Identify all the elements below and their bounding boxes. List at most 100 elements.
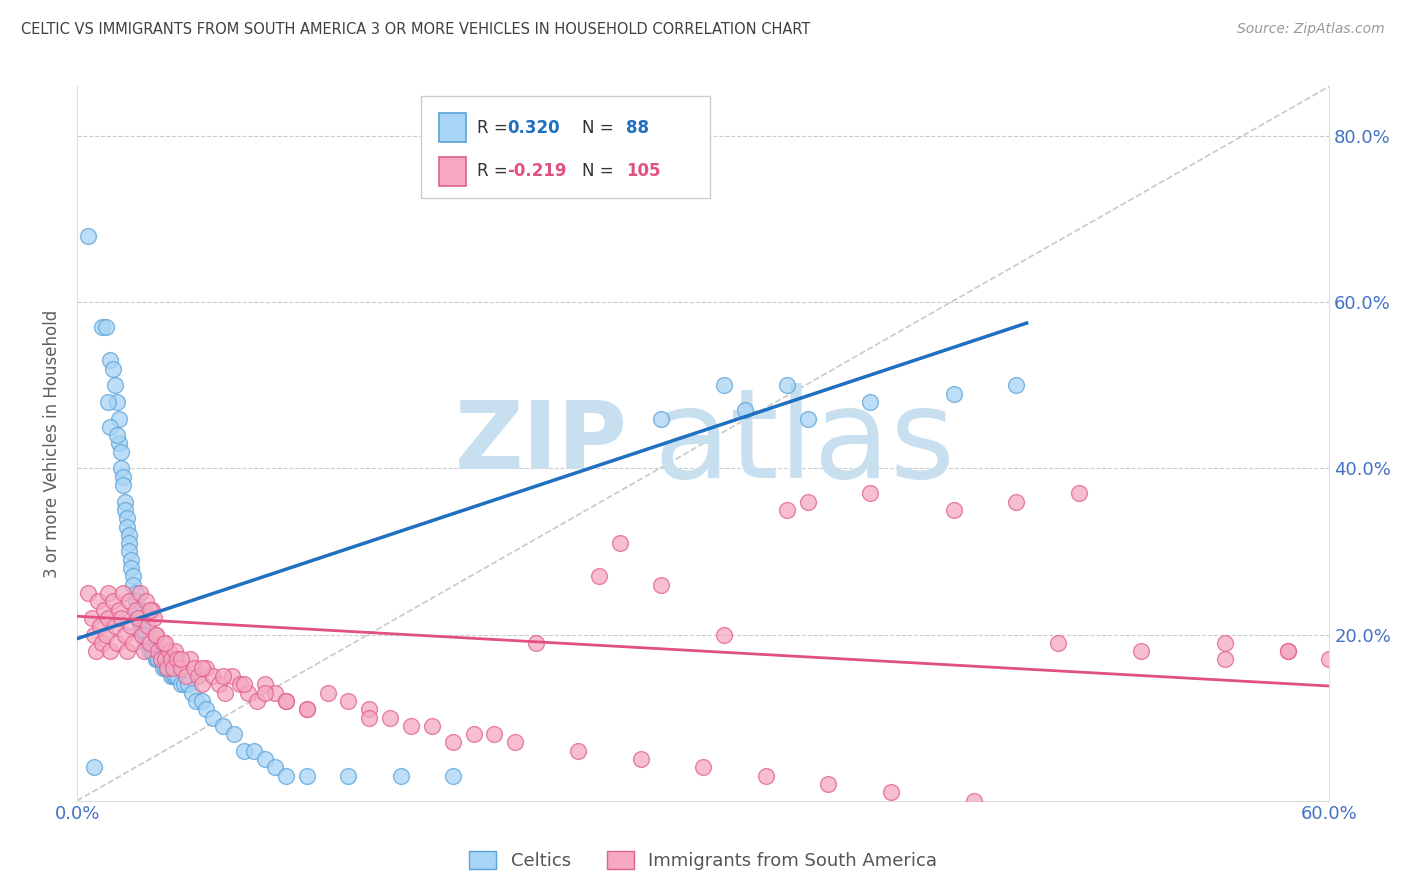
Point [796, 494, 818, 508]
Point [183, 661, 205, 675]
Point [755, 769, 778, 783]
Point [253, 677, 276, 691]
Point [145, 627, 167, 641]
Point [118, 594, 141, 608]
Point [114, 494, 136, 508]
Point [84, 644, 107, 658]
Point [157, 644, 180, 658]
Point [105, 395, 128, 409]
Point [233, 744, 256, 758]
Text: Source: ZipAtlas.com: Source: ZipAtlas.com [1237, 22, 1385, 37]
Point [463, 727, 485, 741]
Point [1005, 494, 1028, 508]
Point [80, 611, 103, 625]
Point [76, 586, 98, 600]
Point [180, 686, 202, 700]
Point [136, 636, 159, 650]
Point [243, 744, 266, 758]
Point [115, 519, 138, 533]
Point [93, 602, 115, 616]
Point [713, 627, 735, 641]
Point [111, 469, 134, 483]
Text: CELTIC VS IMMIGRANTS FROM SOUTH AMERICA 3 OR MORE VEHICLES IN HOUSEHOLD CORRELAT: CELTIC VS IMMIGRANTS FROM SOUTH AMERICA … [21, 22, 810, 37]
Point [149, 652, 172, 666]
Point [942, 503, 965, 517]
Point [1213, 652, 1236, 666]
Point [399, 719, 422, 733]
Point [114, 627, 136, 641]
Point [295, 702, 318, 716]
Point [201, 669, 224, 683]
Point [650, 577, 672, 591]
Point [118, 528, 141, 542]
Point [104, 378, 127, 392]
Point [880, 785, 903, 799]
Point [588, 569, 610, 583]
Point [191, 661, 214, 675]
Point [157, 661, 180, 675]
Point [191, 677, 214, 691]
Point [152, 661, 174, 675]
Point [264, 686, 287, 700]
Point [524, 636, 547, 650]
Point [111, 478, 134, 492]
Point [122, 577, 145, 591]
Point [145, 652, 167, 666]
Point [141, 644, 163, 658]
Point [170, 661, 193, 675]
Point [101, 594, 124, 608]
Point [174, 669, 197, 683]
Point [120, 619, 142, 633]
Point [127, 602, 149, 616]
Point [97, 611, 120, 625]
Point [359, 710, 381, 724]
Point [253, 752, 276, 766]
Point [221, 669, 243, 683]
Point [238, 686, 260, 700]
Point [153, 636, 176, 650]
Point [630, 752, 652, 766]
Point [233, 677, 256, 691]
Point [139, 602, 162, 616]
Point [110, 461, 132, 475]
Point [441, 735, 464, 749]
Point [148, 652, 170, 666]
Text: 88: 88 [626, 119, 650, 136]
Point [128, 619, 150, 633]
Point [1067, 486, 1090, 500]
Point [96, 320, 118, 334]
Point [162, 661, 184, 675]
Point [1130, 644, 1153, 658]
Point [264, 760, 287, 774]
Point [149, 652, 172, 666]
Point [143, 644, 166, 658]
Point [110, 444, 132, 458]
Text: R =: R = [477, 162, 513, 180]
Point [166, 652, 188, 666]
Point [97, 586, 120, 600]
Point [108, 602, 131, 616]
Point [131, 627, 153, 641]
Point [337, 694, 360, 708]
Point [135, 636, 157, 650]
Point [274, 769, 297, 783]
Point [131, 627, 153, 641]
Point [796, 411, 818, 425]
Point [176, 677, 198, 691]
Point [734, 403, 756, 417]
Point [201, 710, 224, 724]
Point [108, 411, 131, 425]
Point [609, 536, 631, 550]
Point [859, 395, 882, 409]
Point [128, 611, 150, 625]
Point [132, 627, 155, 641]
Point [942, 386, 965, 401]
Point [160, 669, 183, 683]
Point [124, 602, 146, 616]
Point [378, 710, 401, 724]
Point [179, 652, 201, 666]
Point [91, 320, 114, 334]
Point [1277, 644, 1299, 658]
Point [136, 636, 159, 650]
Point [650, 411, 672, 425]
